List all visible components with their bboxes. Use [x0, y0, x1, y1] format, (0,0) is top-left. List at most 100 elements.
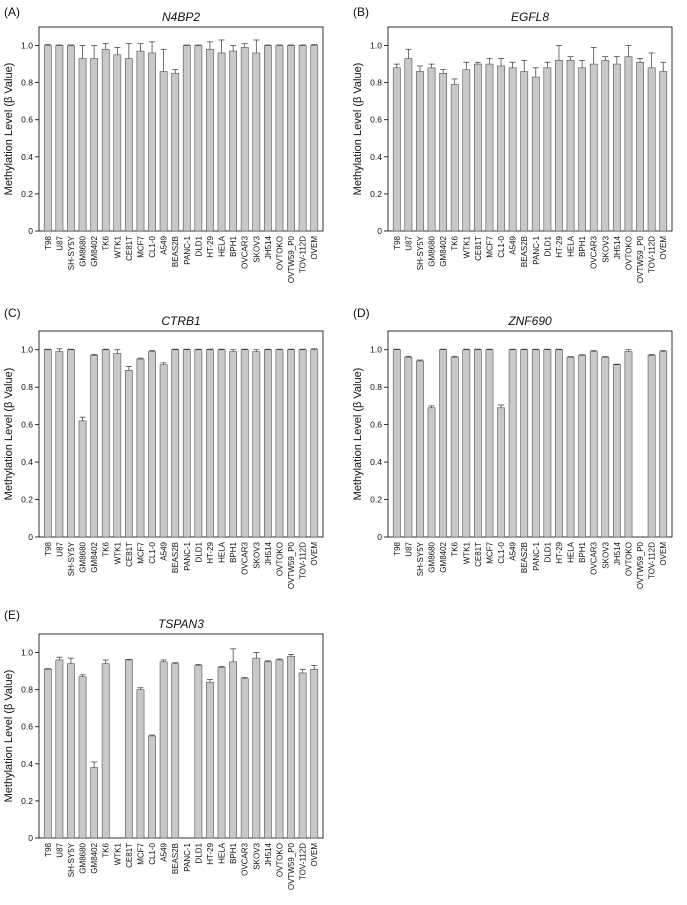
- bar-sh-sy5y: [67, 663, 75, 839]
- x-tick-label: OVTW59_P0: [287, 842, 296, 890]
- bar-wtk1: [462, 69, 471, 232]
- bar-beas2b: [171, 663, 180, 839]
- bar-cl1-0: [148, 351, 156, 538]
- y-tick-label: 0.8: [21, 78, 33, 88]
- chart-title: N4BP2: [162, 10, 200, 24]
- x-tick-label: T98: [44, 541, 53, 555]
- bar-bph1: [229, 661, 238, 839]
- x-tick-label: A549: [509, 235, 518, 254]
- bar-ovtoko: [275, 349, 284, 538]
- bar-cl1-0: [148, 735, 156, 839]
- error-bar: [288, 654, 295, 657]
- error-bar: [230, 648, 237, 662]
- x-tick-label: BEAS2B: [171, 236, 180, 267]
- x-tick-label: OVTW59_P0: [287, 541, 296, 589]
- x-tick-label: SH-SY5Y: [67, 541, 76, 576]
- error-bar: [405, 355, 412, 358]
- bar-panc-1: [531, 349, 540, 538]
- chart-title: ZNF690: [507, 314, 552, 328]
- y-tick-label: 0.4: [21, 759, 33, 769]
- y-tick-label: 0.8: [370, 382, 382, 392]
- x-tick-label: OVTOKO: [275, 542, 284, 576]
- x-tick-label: CE81T: [125, 843, 134, 868]
- bar-tov-112d: [298, 349, 307, 538]
- chart-panel-tspan3: (E) TSPAN3 Methylation Level (β Value) 0 0.2…: [3, 608, 324, 890]
- bar-tk6: [101, 349, 110, 538]
- bar-cl1-0: [148, 52, 156, 232]
- error-bar: [486, 58, 493, 65]
- error-bar: [56, 348, 63, 352]
- bar-skov3: [252, 657, 261, 839]
- error-bar: [241, 677, 248, 679]
- error-bar: [149, 734, 156, 736]
- bar-wtk1: [113, 353, 122, 538]
- bar-mcf7: [485, 349, 494, 538]
- x-tick-label: TOV-112D: [299, 542, 308, 579]
- error-bar: [590, 350, 597, 352]
- error-bar: [125, 43, 132, 59]
- error-bar: [498, 404, 505, 408]
- bar-ovem: [659, 71, 668, 232]
- bar-ovtoko: [275, 45, 284, 232]
- x-tick-label: OVEM: [310, 843, 319, 867]
- bar-ht-29: [555, 60, 563, 232]
- bar-hela: [566, 60, 575, 232]
- error-bar: [253, 349, 260, 352]
- error-bar: [276, 44, 283, 46]
- x-tick-label: GM8680: [79, 235, 88, 266]
- panel-label: (E): [4, 608, 20, 622]
- error-bar: [253, 652, 260, 659]
- error-bar: [416, 65, 423, 72]
- x-tick-label: U87: [55, 235, 64, 250]
- error-bar: [79, 45, 86, 59]
- x-tick-label: GM8402: [90, 235, 99, 266]
- error-bar: [56, 656, 63, 660]
- bar-tk6: [450, 84, 459, 232]
- x-tick-label: CE81T: [125, 236, 134, 261]
- bar-ovem: [310, 668, 319, 839]
- x-tick-label: BEAS2B: [171, 542, 180, 573]
- x-tick-label: MCF7: [136, 842, 145, 864]
- x-tick-label: A549: [160, 842, 169, 861]
- x-tick-label: WTK1: [462, 235, 471, 258]
- x-tick-label: JH514: [613, 235, 622, 259]
- x-tick-label: CL1-0: [148, 235, 157, 257]
- error-bar: [230, 45, 237, 52]
- bar-ovcar3: [240, 47, 249, 232]
- error-bar: [521, 60, 528, 72]
- x-tick-label: OVCAR3: [241, 541, 250, 574]
- error-bar: [230, 349, 237, 352]
- error-bar: [660, 350, 667, 352]
- x-tick-label: TOV-112D: [299, 236, 308, 273]
- error-bar: [648, 52, 655, 68]
- y-tick-label: 0.4: [370, 152, 382, 162]
- x-tick-label: HT-29: [555, 541, 564, 563]
- error-bar: [137, 357, 144, 360]
- error-bar: [613, 363, 620, 365]
- bar-ht-29: [555, 349, 563, 538]
- bar-skov3: [601, 60, 610, 232]
- x-tick-label: OVCAR3: [241, 842, 250, 875]
- bar-t98: [392, 349, 401, 538]
- x-tick-label: OVEM: [659, 542, 668, 566]
- x-tick-label: HT-29: [206, 235, 215, 257]
- y-tick-label: 1.0: [370, 41, 382, 51]
- bar-wtk1: [113, 54, 122, 232]
- bar-u87: [55, 45, 64, 232]
- x-tick-label: OVEM: [310, 542, 319, 566]
- bar-beas2b: [171, 73, 180, 232]
- error-bar: [195, 348, 202, 350]
- bar-dld1: [194, 665, 203, 839]
- x-tick-label: OVTOKO: [275, 843, 284, 877]
- bar-gm8680: [427, 407, 436, 538]
- error-bar: [613, 56, 620, 65]
- error-bar: [264, 660, 271, 662]
- x-tick-label: WTK1: [462, 541, 471, 564]
- x-tick-label: PANC-1: [532, 541, 541, 570]
- bar-ht-29: [206, 48, 214, 232]
- error-bar: [299, 668, 306, 673]
- error-bar: [567, 356, 574, 358]
- bar-ht-29: [206, 681, 214, 839]
- x-tick-label: PANC-1: [183, 235, 192, 264]
- bar-a549: [508, 349, 517, 538]
